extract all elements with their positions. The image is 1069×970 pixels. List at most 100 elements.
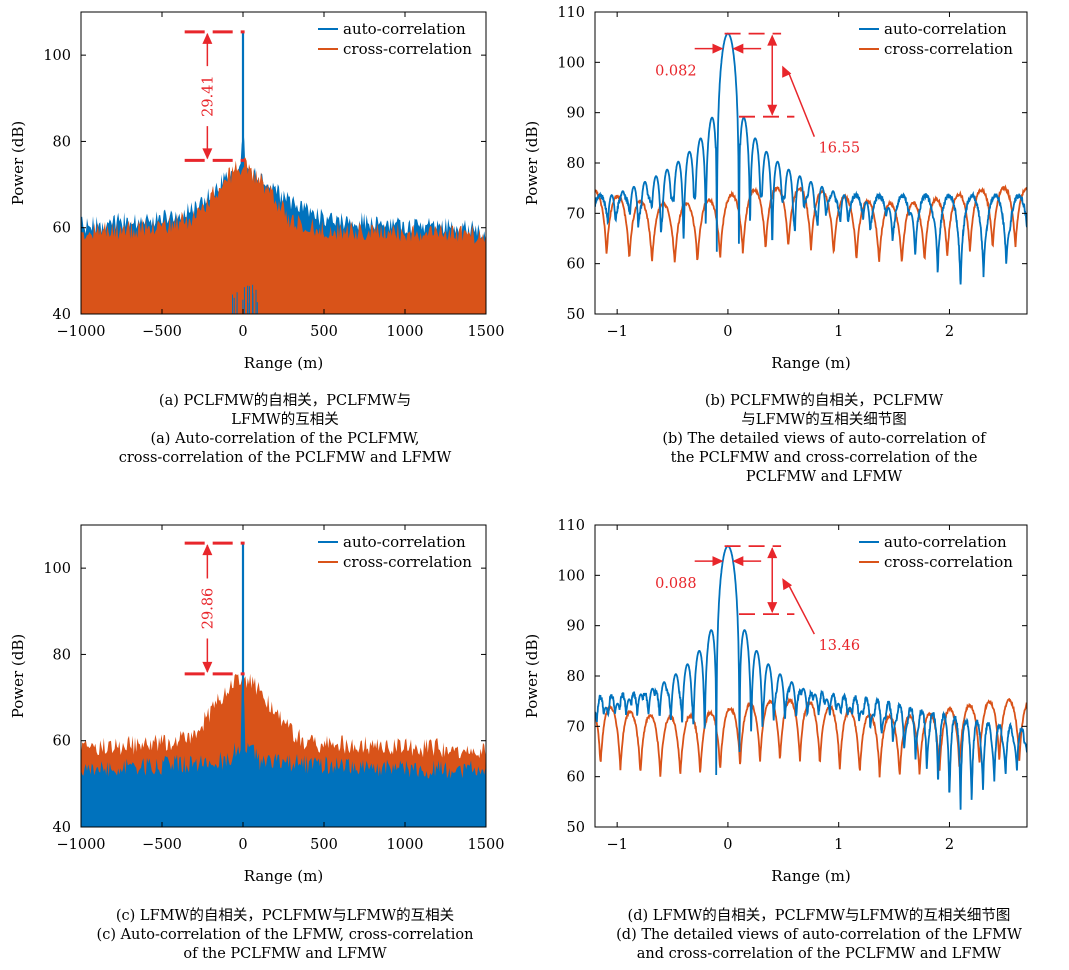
legend-label: auto-correlation [343,20,466,38]
x-tick-label: 0 [238,324,247,340]
chart-panel-c: −1000 −500 0 500 1000 1500 40 60 80 100 Range (m) P… [9,524,505,885]
annotation-arrow-head [712,556,724,567]
x-tick-label: −500 [142,837,182,853]
x-tick-label: 1 [834,837,843,853]
x-axis-label: Range (m) [244,354,323,372]
chart-panel-b: −1 0 1 2 50 60 70 80 90 100 110 Range (m) Power (dB)… [523,5,1028,372]
y-tick-label: 110 [557,518,585,534]
annotation-arrow-shaft [787,583,815,635]
caption-line: LFMW的互相关 [231,412,339,428]
x-axis-label: Range (m) [771,354,850,372]
x-tick-label: 1 [834,324,843,340]
auto-correlation-area [81,685,486,827]
caption-line: (d) LFMW的自相关，PCLFMW与LFMW的互相关细节图 [627,908,1011,924]
annotation-arrow-head [202,544,213,556]
y-tick-label: 80 [567,156,585,172]
series-auto-correlation [81,685,486,827]
legend-label: auto-correlation [884,20,1007,38]
y-axis-label: Power (dB) [9,634,27,719]
y-axis-label: Power (dB) [9,121,27,206]
caption-line: (b) The detailed views of auto-correlati… [662,431,986,447]
caption-line: cross-correlation of the PCLFMW and LFMW [118,450,452,466]
annotation-psl: 29.41 [184,30,245,162]
annotation-group: 0.088 13.46 [655,545,860,654]
caption-line: (a) Auto-correlation of the PCLFMW, [150,431,420,447]
legend-label: cross-correlation [884,553,1013,571]
series-cross-correlation [595,184,1027,263]
plot-frame [80,524,487,828]
x-tick-label: 0 [238,837,247,853]
y-tick-label: 90 [567,106,585,122]
y-tick-label: 70 [567,719,585,735]
x-tick-label: 1000 [387,324,424,340]
y-tick-label: 110 [557,5,585,21]
y-tick-label: 100 [557,568,585,584]
y-tick-label: 70 [567,206,585,222]
x-tick-label: −1 [606,837,627,853]
x-tick-label: 2 [945,324,954,340]
y-tick-label: 50 [567,307,585,323]
plot-frame [80,11,487,315]
x-tick-label: 1000 [387,837,424,853]
caption-line: (c) Auto-correlation of the LFMW, cross-… [96,927,474,943]
legend-label: cross-correlation [884,40,1013,58]
annotation-arrow-head [732,43,744,54]
y-tick-label: 60 [567,770,585,786]
cross-correlation-line [595,184,1027,263]
legend-label: cross-correlation [343,553,472,571]
annotation-arrow-head [767,34,778,46]
caption-line: and cross-correlation of the PCLFMW and … [636,946,1002,962]
x-axis-label: Range (m) [771,867,850,885]
caption-d: (d) LFMW的自相关，PCLFMW与LFMW的互相关细节图 (d) The … [574,907,1064,964]
x-tick-label: −1000 [56,324,105,340]
x-tick-label: 1500 [468,837,505,853]
y-axis-label: Power (dB) [523,121,541,206]
series-cross-correlation [81,157,486,314]
y-tick-label: 100 [43,48,71,64]
series-auto-correlation [595,545,1027,810]
annotation-arrow-head [732,556,744,567]
caption-line: (b) PCLFMW的自相关，PCLFMW [704,393,944,409]
caption-b: (b) PCLFMW的自相关，PCLFMW 与LFMW的互相关细节图 (b) T… [594,392,1054,487]
auto-correlation-line [595,545,1027,810]
annotation-arrow-head [767,547,778,559]
annotation-psl: 29.86 [184,541,245,676]
annotation-arrow-head [782,65,792,78]
caption-c: (c) LFMW的自相关，PCLFMW与LFMW的互相关 (c) Auto-co… [60,907,510,964]
x-tick-label: 0 [723,324,732,340]
annotation-arrow-head [202,661,213,673]
caption-line: the PCLFMW and cross-correlation of the [670,450,978,466]
x-tick-label: 2 [945,837,954,853]
x-tick-label: 500 [310,837,338,853]
y-tick-label: 80 [53,134,71,150]
annotation-mainlobe-label: 0.082 [655,64,697,80]
caption-a: (a) PCLFMW的自相关，PCLFMW与 LFMW的互相关 (a) Auto… [80,392,490,468]
x-tick-label: 0 [723,837,732,853]
annotation-arrow-head [767,602,778,614]
annotation-mainlobe-label: 0.088 [655,576,697,592]
annotation-arrow-head [767,104,778,116]
caption-line: (a) PCLFMW的自相关，PCLFMW与 [158,393,412,409]
chart-panel-d: −1 0 1 2 50 60 70 80 90 100 110 Range (m) Power (dB)… [523,518,1028,885]
annotation-label: 29.41 [200,75,216,117]
annotation-arrow-head [712,43,724,54]
series-cross-correlation [595,697,1027,778]
y-tick-label: 50 [567,820,585,836]
y-tick-label: 100 [557,55,585,71]
y-tick-label: 90 [567,619,585,635]
legend-label: auto-correlation [343,533,466,551]
legend-label: cross-correlation [343,40,472,58]
legend-label: auto-correlation [884,533,1007,551]
annotation-sidelobe-label: 16.55 [819,141,861,157]
x-tick-label: −1000 [56,837,105,853]
y-tick-label: 60 [53,221,71,237]
x-tick-label: 1500 [468,324,505,340]
auto-correlation-line [595,32,1027,285]
caption-line: (d) The detailed views of auto-correlati… [616,927,1022,943]
annotation-arrow-shaft [787,71,816,137]
caption-line: 与LFMW的互相关细节图 [741,412,907,428]
x-tick-label: −1 [606,324,627,340]
y-axis-label: Power (dB) [523,634,541,719]
annotation-arrow-head [202,32,213,44]
